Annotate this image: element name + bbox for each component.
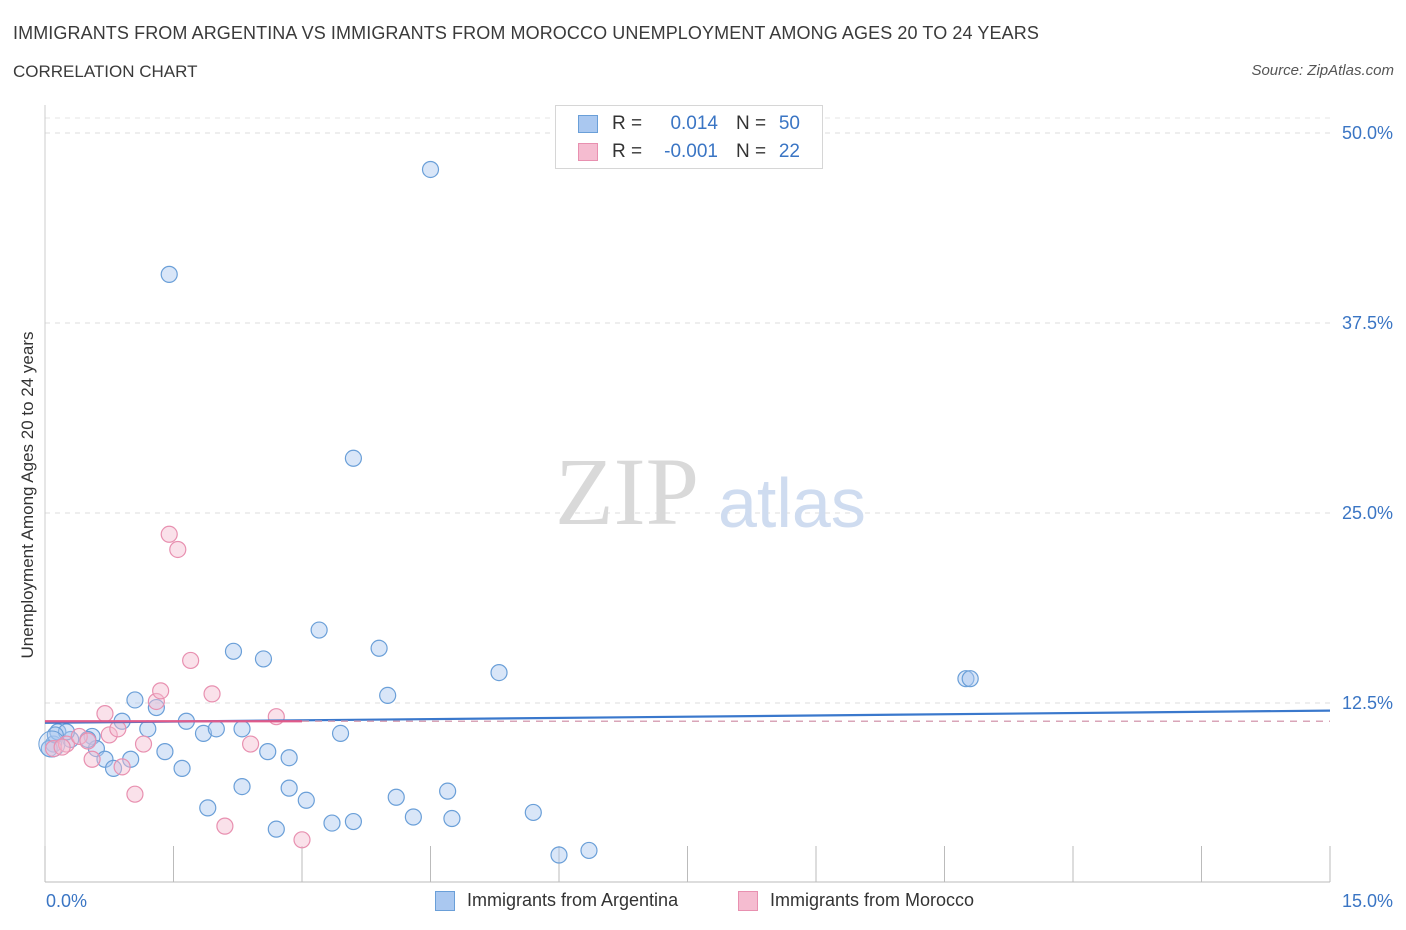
argentina-point	[323, 814, 341, 832]
argentina-point	[254, 650, 273, 668]
legend-label: Immigrants from Morocco	[770, 890, 975, 910]
argentina-point	[310, 621, 328, 639]
morocco-point	[79, 732, 97, 750]
argentina-point	[280, 749, 298, 767]
stats-box: R = 0.014 N = 50 R = -0.001 N = 22	[555, 105, 823, 169]
y-tick-labels: 12.5% 25.0% 37.5% 50.0%	[1342, 123, 1393, 713]
argentina-point	[267, 820, 285, 838]
argentina-point	[139, 720, 157, 738]
argentina-point	[207, 720, 225, 738]
n-value: 22	[778, 141, 800, 162]
y-tick-label: 50.0%	[1342, 123, 1393, 143]
argentina-point	[194, 724, 213, 743]
argentina-point	[199, 799, 217, 817]
watermark-zip: ZIP	[555, 438, 699, 545]
argentina-points	[38, 160, 979, 864]
morocco-point	[182, 651, 200, 670]
chart-subtitle: CORRELATION CHART	[13, 62, 198, 81]
morocco-point	[100, 726, 118, 744]
argentina-point	[524, 803, 542, 822]
y-tick-label: 37.5%	[1342, 313, 1393, 333]
argentina-point	[259, 743, 277, 761]
argentina-point	[439, 782, 457, 800]
argentina-point	[421, 160, 440, 179]
morocco-point	[53, 738, 71, 756]
gridlines	[45, 117, 1330, 704]
argentina-point	[297, 791, 315, 809]
r-label: R =	[612, 113, 643, 134]
morocco-point	[169, 540, 187, 559]
n-label: N =	[736, 141, 767, 162]
argentina-point	[344, 812, 362, 831]
morocco-point	[83, 750, 101, 768]
morocco-point	[160, 525, 178, 543]
morocco-point	[203, 685, 221, 703]
morocco-point	[293, 831, 311, 849]
y-tick-label: 25.0%	[1342, 503, 1393, 523]
n-label: N =	[736, 113, 767, 134]
morocco-point	[126, 785, 144, 803]
argentina-point	[96, 750, 114, 768]
argentina-point	[233, 777, 251, 796]
argentina-point	[490, 663, 508, 682]
argentina-point	[233, 720, 251, 738]
r-value: -0.001	[664, 141, 718, 162]
argentina-point	[224, 642, 243, 660]
argentina-point	[147, 698, 165, 717]
argentina-swatch	[578, 115, 598, 133]
chart-title: IMMIGRANTS FROM ARGENTINA VS IMMIGRANTS …	[13, 23, 1039, 43]
morocco-point	[113, 758, 131, 776]
argentina-point	[104, 759, 123, 777]
argentina-point	[344, 449, 362, 467]
x-tick-label-min: 0.0%	[46, 891, 88, 911]
argentina-point	[379, 686, 397, 705]
watermark: ZIP atlas	[555, 438, 866, 545]
morocco-point	[109, 720, 127, 738]
argentina-swatch	[435, 890, 455, 911]
argentina-point	[387, 788, 405, 806]
argentina-point	[160, 265, 178, 283]
morocco-point	[134, 735, 153, 753]
legend-item-morocco[interactable]: Immigrants from Morocco	[738, 890, 974, 911]
morocco-point	[152, 682, 170, 700]
morocco-point	[216, 817, 234, 835]
argentina-point	[331, 724, 350, 743]
axes	[44, 105, 1331, 883]
r-value: 0.014	[670, 113, 718, 134]
morocco-point	[147, 692, 165, 711]
stats-row-argentina: R = 0.014 N = 50	[578, 112, 800, 136]
stats-row-morocco: R = -0.001 N = 22	[578, 140, 800, 164]
y-tick-label: 12.5%	[1342, 693, 1393, 713]
morocco-swatch	[738, 890, 758, 911]
watermark-atlas: atlas	[718, 464, 866, 542]
x-tick-label-max: 15.0%	[1341, 891, 1393, 911]
argentina-point	[961, 670, 979, 688]
legend-item-argentina[interactable]: Immigrants from Argentina	[435, 890, 678, 911]
legend-label: Immigrants from Argentina	[467, 890, 679, 910]
argentina-point	[580, 841, 598, 860]
trend-lines	[44, 709, 1331, 724]
r-label: R =	[612, 141, 643, 162]
argentina-point	[370, 639, 388, 657]
morocco-point	[44, 739, 63, 758]
argentina-point	[280, 779, 298, 797]
n-value: 50	[778, 113, 800, 134]
argentina-point	[957, 670, 975, 688]
argentina-point	[443, 809, 461, 828]
morocco-points	[44, 525, 311, 849]
argentina-point	[126, 691, 144, 709]
morocco-point	[242, 735, 260, 753]
morocco-swatch	[578, 143, 598, 161]
argentina-point	[404, 808, 422, 826]
morocco-point	[96, 705, 114, 723]
source-label: Source: ZipAtlas.com	[1251, 62, 1394, 79]
morocco-point	[70, 727, 88, 746]
argentina-point	[156, 743, 174, 761]
argentina-point	[173, 759, 191, 777]
argentina-point	[550, 846, 568, 864]
